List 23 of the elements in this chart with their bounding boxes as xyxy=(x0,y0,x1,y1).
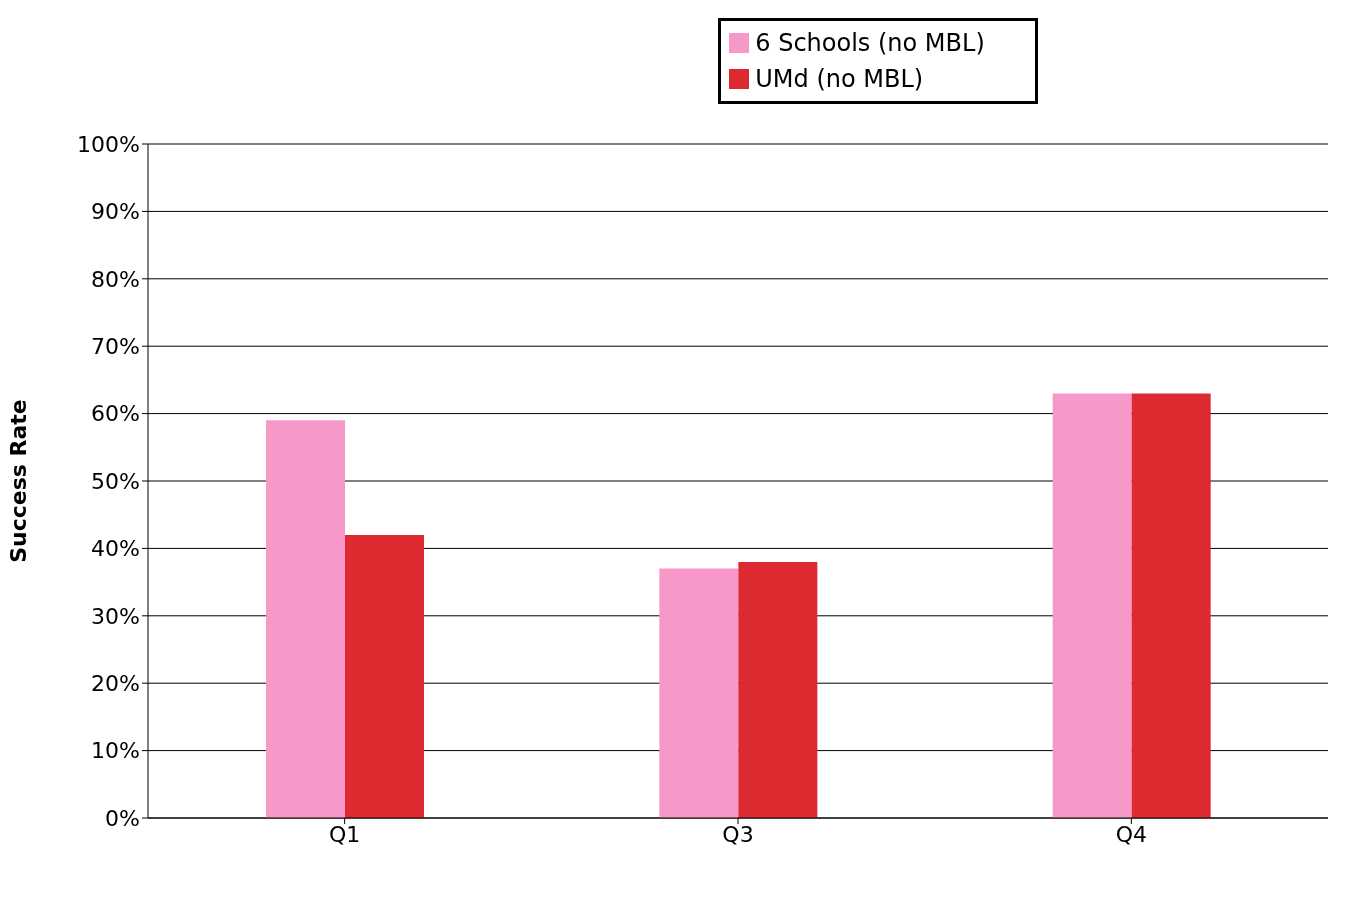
x-tick-label: Q1 xyxy=(329,821,361,847)
y-tick-label: 50% xyxy=(91,468,140,494)
x-tick-label: Q4 xyxy=(1115,821,1147,847)
bar xyxy=(1052,393,1132,818)
y-tick-label: 10% xyxy=(91,738,140,764)
x-tick-label: Q3 xyxy=(722,821,754,847)
y-tick-label: 80% xyxy=(91,266,140,292)
bar xyxy=(266,420,345,818)
y-tick-label: 90% xyxy=(91,199,140,225)
y-tick-label: 20% xyxy=(91,671,140,697)
y-tick-label: 30% xyxy=(91,603,140,629)
bar xyxy=(345,534,424,818)
bar xyxy=(1131,393,1211,818)
bar xyxy=(738,561,818,818)
y-tick-label: 40% xyxy=(91,536,140,562)
bar xyxy=(659,568,739,818)
legend-label: UMd (no MBL) xyxy=(755,64,924,95)
legend-label: 6 Schools (no MBL) xyxy=(755,28,985,59)
y-tick-label: 60% xyxy=(91,401,140,427)
y-tick-label: 0% xyxy=(105,805,140,831)
y-tick-label: 100% xyxy=(77,131,140,157)
y-axis-title: Success Rate xyxy=(5,399,31,563)
y-tick-label: 70% xyxy=(91,334,140,360)
